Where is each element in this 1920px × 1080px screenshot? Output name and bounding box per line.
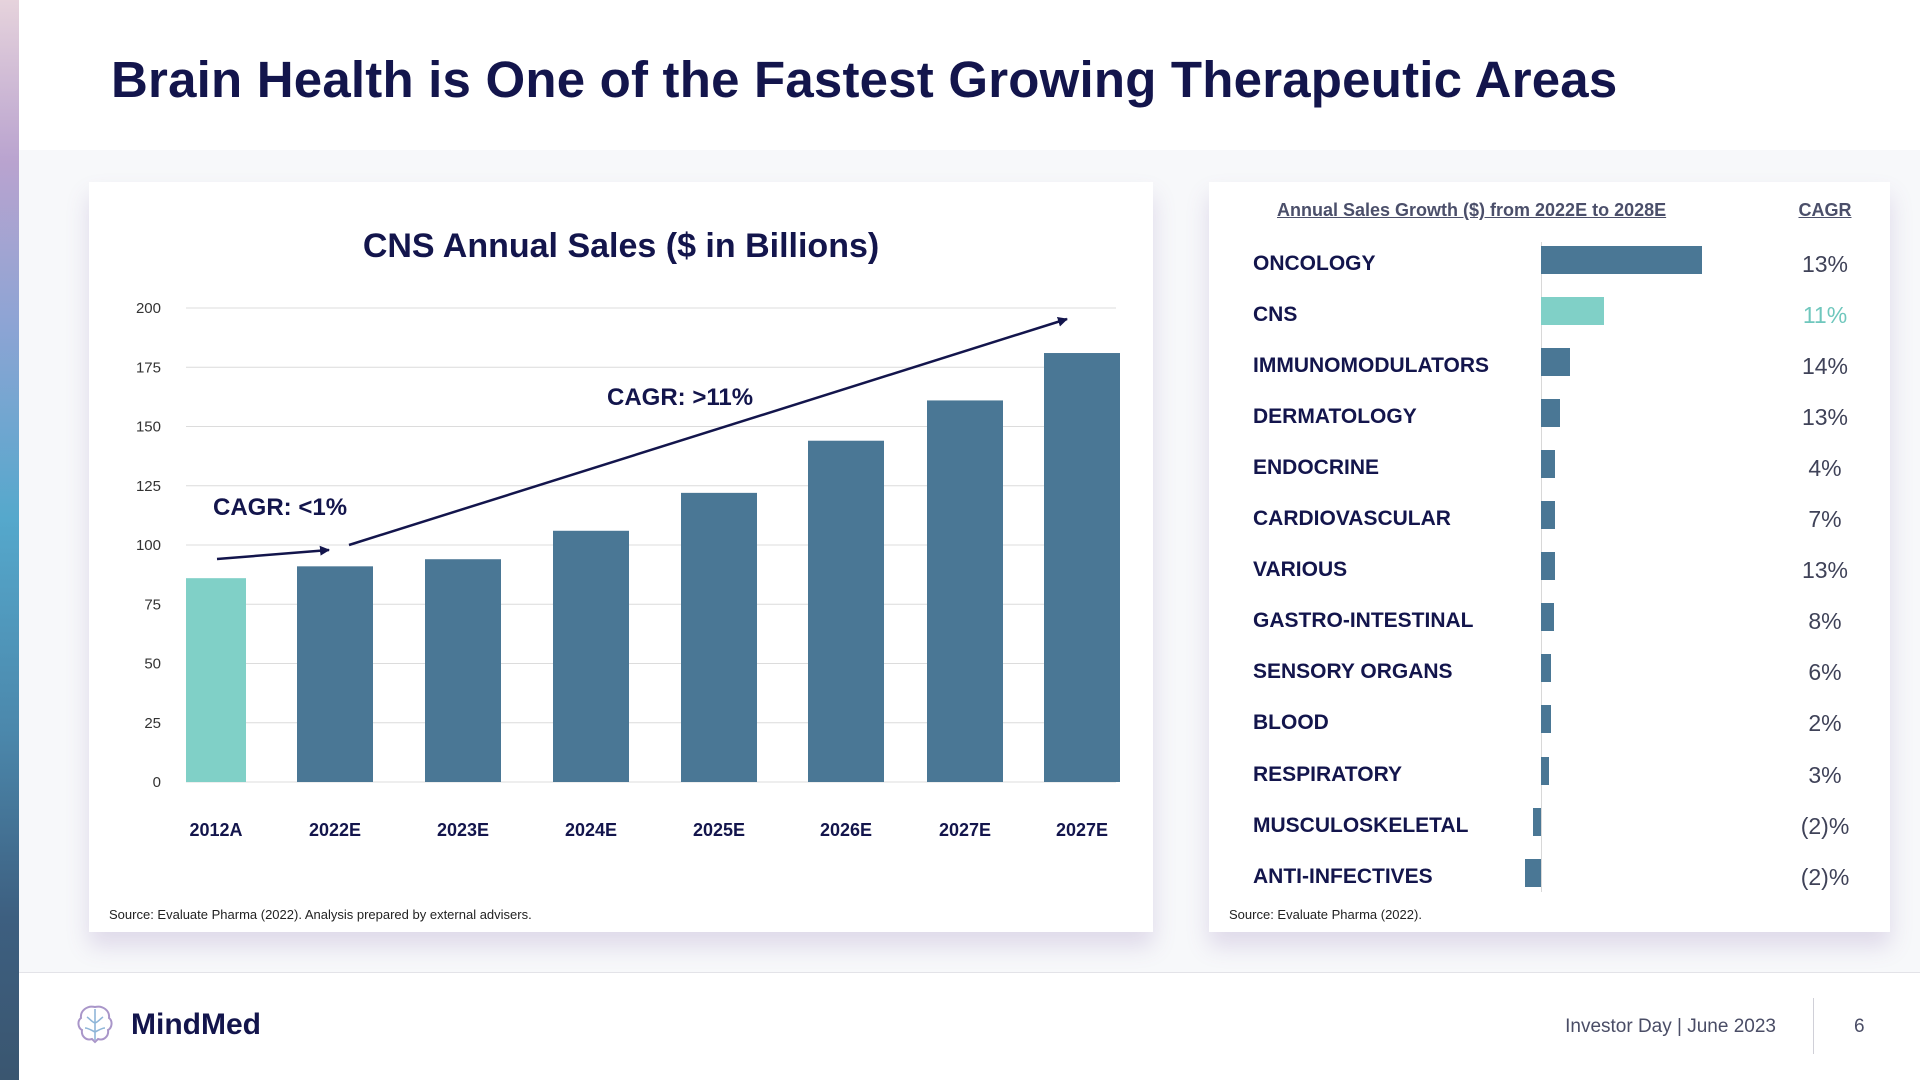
- bar: [1044, 353, 1120, 782]
- growth-row-cagr: 8%: [1808, 608, 1842, 635]
- x-tick-label: 2027E: [1056, 820, 1108, 840]
- growth-row: BLOOD 2%: [1209, 703, 1890, 743]
- therapeutic-growth-card: Annual Sales Growth ($) from 2022E to 20…: [1209, 182, 1890, 932]
- growth-row-cagr: 13%: [1801, 557, 1849, 584]
- cns-sales-bar-chart: 0 25 50 75 100 125 150 175 200 2012A 2022E 2023E 202…: [136, 300, 1120, 840]
- x-tick-label: 2022E: [309, 820, 361, 840]
- x-tick-label: 2024E: [565, 820, 617, 840]
- growth-row-cagr: 14%: [1801, 353, 1849, 380]
- growth-row-label: CNS: [1253, 303, 1298, 327]
- growth-row-cagr: 7%: [1808, 506, 1842, 533]
- y-tick-label: 125: [136, 478, 161, 495]
- growth-bar: [1541, 348, 1570, 377]
- page-number: 6: [1854, 1016, 1865, 1037]
- x-tick-label: 2026E: [820, 820, 872, 840]
- growth-bar: [1524, 858, 1541, 887]
- growth-row: MUSCULOSKELETAL (2)%: [1209, 806, 1890, 846]
- y-tick-label: 200: [136, 300, 161, 317]
- growth-row: ENDOCRINE 4%: [1209, 448, 1890, 488]
- y-tick-label: 175: [136, 359, 161, 376]
- cagr-arrow-high: [348, 316, 1068, 547]
- growth-bar: [1541, 756, 1550, 785]
- x-tick-label: 2023E: [437, 820, 489, 840]
- growth-row-cagr: 2%: [1808, 710, 1842, 737]
- growth-bar: [1541, 603, 1554, 632]
- bar: [553, 530, 629, 782]
- growth-row-cagr: 11%: [1802, 302, 1848, 329]
- cagr-annotation-high: CAGR: >11%: [607, 384, 753, 411]
- growth-row-cagr: (2)%: [1800, 812, 1850, 839]
- growth-row-label: CARDIOVASCULAR: [1253, 507, 1451, 531]
- footer-vertical-divider: [1813, 998, 1814, 1054]
- growth-row: DERMATOLOGY 13%: [1209, 397, 1890, 437]
- growth-row-label: VARIOUS: [1253, 558, 1348, 582]
- x-tick-label: 2012A: [189, 820, 242, 840]
- growth-row-label: SENSORY ORGANS: [1253, 660, 1453, 684]
- page-title: Brain Health is One of the Fastest Growi…: [111, 51, 1618, 108]
- growth-row-label: ENDOCRINE: [1253, 456, 1380, 480]
- growth-row-cagr: 6%: [1808, 659, 1842, 686]
- growth-row: CARDIOVASCULAR 7%: [1209, 499, 1890, 539]
- growth-row: IMMUNOMODULATORS 14%: [1209, 346, 1890, 386]
- growth-row: GASTRO-INTESTINAL 8%: [1209, 601, 1890, 641]
- bar: [425, 559, 501, 782]
- growth-bar: [1541, 552, 1556, 581]
- cns-sales-chart-card: CNS Annual Sales ($ in Billions) 0 25 50 75…: [89, 182, 1153, 932]
- y-tick-label: 50: [144, 656, 161, 673]
- growth-row-label: ONCOLOGY: [1253, 252, 1376, 275]
- growth-bar: [1541, 246, 1702, 274]
- growth-bar: [1541, 450, 1556, 479]
- growth-row-label: BLOOD: [1253, 711, 1329, 735]
- growth-bar: [1541, 399, 1561, 428]
- growth-row-cagr: 4%: [1808, 455, 1842, 482]
- event-label: Investor Day | June 2023: [1565, 1016, 1776, 1037]
- growth-header: Annual Sales Growth ($) from 2022E to 20…: [1277, 200, 1667, 220]
- side-accent-strip: [0, 0, 19, 1080]
- growth-row-label: DERMATOLOGY: [1253, 405, 1417, 429]
- y-tick-label: 100: [136, 537, 161, 554]
- growth-row: RESPIRATORY 3%: [1209, 755, 1890, 795]
- growth-bar: [1541, 297, 1604, 326]
- cagr-annotation-low: CAGR: <1%: [213, 494, 347, 521]
- growth-row-cagr: (2)%: [1800, 863, 1850, 890]
- growth-row-cagr: 13%: [1801, 404, 1849, 431]
- brain-logo-icon: [77, 1005, 113, 1044]
- bar: [186, 578, 246, 782]
- y-tick-label: 75: [144, 596, 161, 613]
- left-source-note: Source: Evaluate Pharma (2022). Analysis…: [109, 907, 532, 922]
- y-tick-label: 150: [136, 419, 161, 436]
- growth-row-label: MUSCULOSKELETAL: [1253, 813, 1469, 837]
- right-source-note: Source: Evaluate Pharma (2022).: [1229, 907, 1422, 922]
- growth-row-label: GASTRO-INTESTINAL: [1253, 609, 1474, 633]
- growth-bar: [1532, 807, 1541, 836]
- growth-row: VARIOUS 13%: [1209, 550, 1890, 590]
- cagr-arrow-low: [216, 545, 330, 561]
- growth-row: ANTI-INFECTIVES (2)%: [1209, 857, 1890, 897]
- growth-bar: [1541, 654, 1551, 683]
- growth-row-label: ANTI-INFECTIVES: [1253, 864, 1433, 888]
- growth-row: ONCOLOGY 13%: [1209, 244, 1890, 284]
- bar: [927, 400, 1003, 782]
- x-tick-label: 2025E: [693, 820, 745, 840]
- x-tick-label: 2027E: [939, 820, 991, 840]
- growth-row-cagr: 13%: [1801, 251, 1849, 277]
- growth-bar: [1541, 501, 1556, 530]
- bar: [297, 566, 373, 782]
- growth-row: CNS 11%: [1209, 295, 1890, 335]
- y-tick-label: 0: [153, 774, 161, 791]
- growth-row-cagr: 3%: [1808, 761, 1842, 788]
- cagr-header: CAGR: [1798, 200, 1852, 220]
- footer-divider-line: [19, 972, 1920, 973]
- chart-title: CNS Annual Sales ($ in Billions): [362, 227, 880, 265]
- bar: [681, 492, 757, 782]
- y-tick-label: 25: [144, 715, 161, 732]
- growth-row-label: IMMUNOMODULATORS: [1253, 354, 1490, 378]
- brand-logo-text: MindMed: [131, 1008, 261, 1041]
- bar: [808, 440, 884, 782]
- growth-bar: [1541, 705, 1551, 734]
- growth-row-label: RESPIRATORY: [1253, 762, 1402, 786]
- growth-row: SENSORY ORGANS 6%: [1209, 652, 1890, 692]
